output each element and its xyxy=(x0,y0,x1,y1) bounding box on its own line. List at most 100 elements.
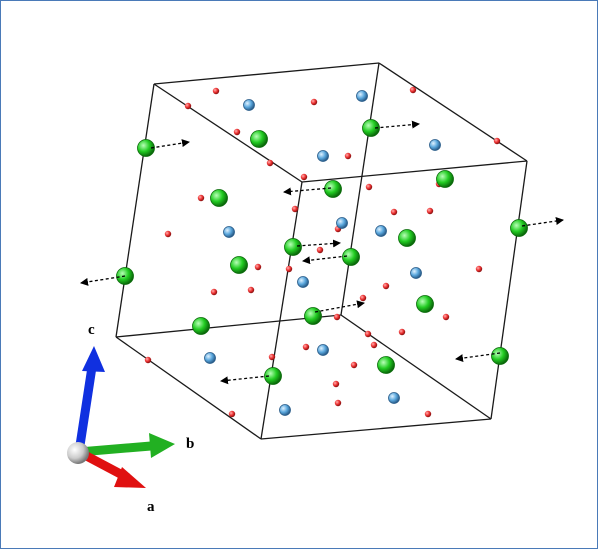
medium-atom xyxy=(279,404,291,416)
large-atom xyxy=(510,219,528,237)
unit-cell-edges xyxy=(115,62,528,440)
medium-atom xyxy=(375,225,387,237)
small-atom xyxy=(247,286,255,294)
small-atom xyxy=(285,265,293,273)
large-atom xyxy=(210,189,228,207)
small-atom xyxy=(266,159,274,167)
cell-edge xyxy=(115,336,262,440)
small-atom xyxy=(344,152,352,160)
large-atom xyxy=(362,119,380,137)
cell-edge xyxy=(115,83,155,338)
large-atom xyxy=(398,229,416,247)
large-atom xyxy=(377,356,395,374)
c-axis-label: c xyxy=(88,322,95,338)
small-atoms-layer xyxy=(144,86,501,418)
small-atom xyxy=(332,380,340,388)
large-atom xyxy=(342,248,360,266)
small-atom xyxy=(475,265,483,273)
b-axis-arrow xyxy=(78,433,175,458)
a-axis-arrow xyxy=(76,448,146,488)
large-atom xyxy=(230,256,248,274)
large-atom xyxy=(304,307,322,325)
medium-atom xyxy=(297,276,309,288)
displacement-arrow xyxy=(455,352,501,363)
c-axis-arrow xyxy=(74,346,105,453)
cell-edge xyxy=(260,181,303,440)
small-atom xyxy=(300,173,308,181)
displacement-arrow xyxy=(150,139,190,149)
medium-atom xyxy=(356,90,368,102)
small-atom xyxy=(212,87,220,95)
displacement-arrows-layer xyxy=(80,120,564,385)
large-atom xyxy=(264,367,282,385)
medium-atom xyxy=(243,99,255,111)
cell-edge xyxy=(153,62,380,85)
small-atom xyxy=(302,343,310,351)
small-atom xyxy=(233,128,241,136)
medium-atom xyxy=(317,150,329,162)
small-atom xyxy=(184,102,192,110)
large-atom xyxy=(192,317,210,335)
displacement-arrow xyxy=(374,120,420,129)
medium-atom xyxy=(410,267,422,279)
axes-indicator: c b a xyxy=(67,322,194,515)
medium-atom xyxy=(223,226,235,238)
small-atom xyxy=(382,282,390,290)
small-atom xyxy=(493,137,501,145)
displacement-arrow xyxy=(80,275,126,286)
small-atom xyxy=(316,246,324,254)
small-atom xyxy=(442,313,450,321)
large-atom xyxy=(137,139,155,157)
origin-sphere xyxy=(67,442,89,464)
medium-atom xyxy=(336,217,348,229)
small-atom xyxy=(197,194,205,202)
cell-edge xyxy=(378,62,528,162)
cell-edge xyxy=(115,314,342,338)
small-atom xyxy=(424,410,432,418)
small-atom xyxy=(426,207,434,215)
b-axis-label: b xyxy=(186,436,194,452)
large-atom xyxy=(250,130,268,148)
medium-atom xyxy=(429,139,441,151)
small-atom xyxy=(144,356,152,364)
small-atom xyxy=(164,230,172,238)
a-axis-label: a xyxy=(147,499,155,515)
cell-edge xyxy=(490,160,528,420)
small-atom xyxy=(310,98,318,106)
small-atom xyxy=(359,294,367,302)
displacement-arrow xyxy=(296,239,341,248)
small-atom xyxy=(334,399,342,407)
cell-edge xyxy=(340,314,492,420)
small-atom xyxy=(268,353,276,361)
medium-atom xyxy=(317,344,329,356)
large-atom xyxy=(416,295,434,313)
cell-edge xyxy=(301,160,528,183)
large-atom xyxy=(491,347,509,365)
cell-edge xyxy=(340,62,380,316)
small-atom xyxy=(333,313,341,321)
small-atom xyxy=(390,208,398,216)
cell-edge xyxy=(153,83,303,183)
displacement-arrow xyxy=(302,255,348,265)
small-atom xyxy=(254,263,262,271)
small-atom xyxy=(365,183,373,191)
medium-atoms-layer xyxy=(204,90,441,416)
displacement-arrow xyxy=(283,187,332,196)
displacement-arrow xyxy=(314,300,365,313)
small-atom xyxy=(409,86,417,94)
displacement-arrow xyxy=(220,375,270,385)
small-atom xyxy=(228,410,236,418)
small-atom xyxy=(210,288,218,296)
medium-atom xyxy=(204,352,216,364)
large-atom xyxy=(284,238,302,256)
large-atom xyxy=(324,180,342,198)
displacement-arrow xyxy=(521,217,564,227)
medium-atom xyxy=(388,392,400,404)
large-atom xyxy=(436,170,454,188)
small-atom xyxy=(370,341,378,349)
small-atom xyxy=(291,205,299,213)
cell-edge xyxy=(260,418,492,440)
small-atom xyxy=(364,330,372,338)
